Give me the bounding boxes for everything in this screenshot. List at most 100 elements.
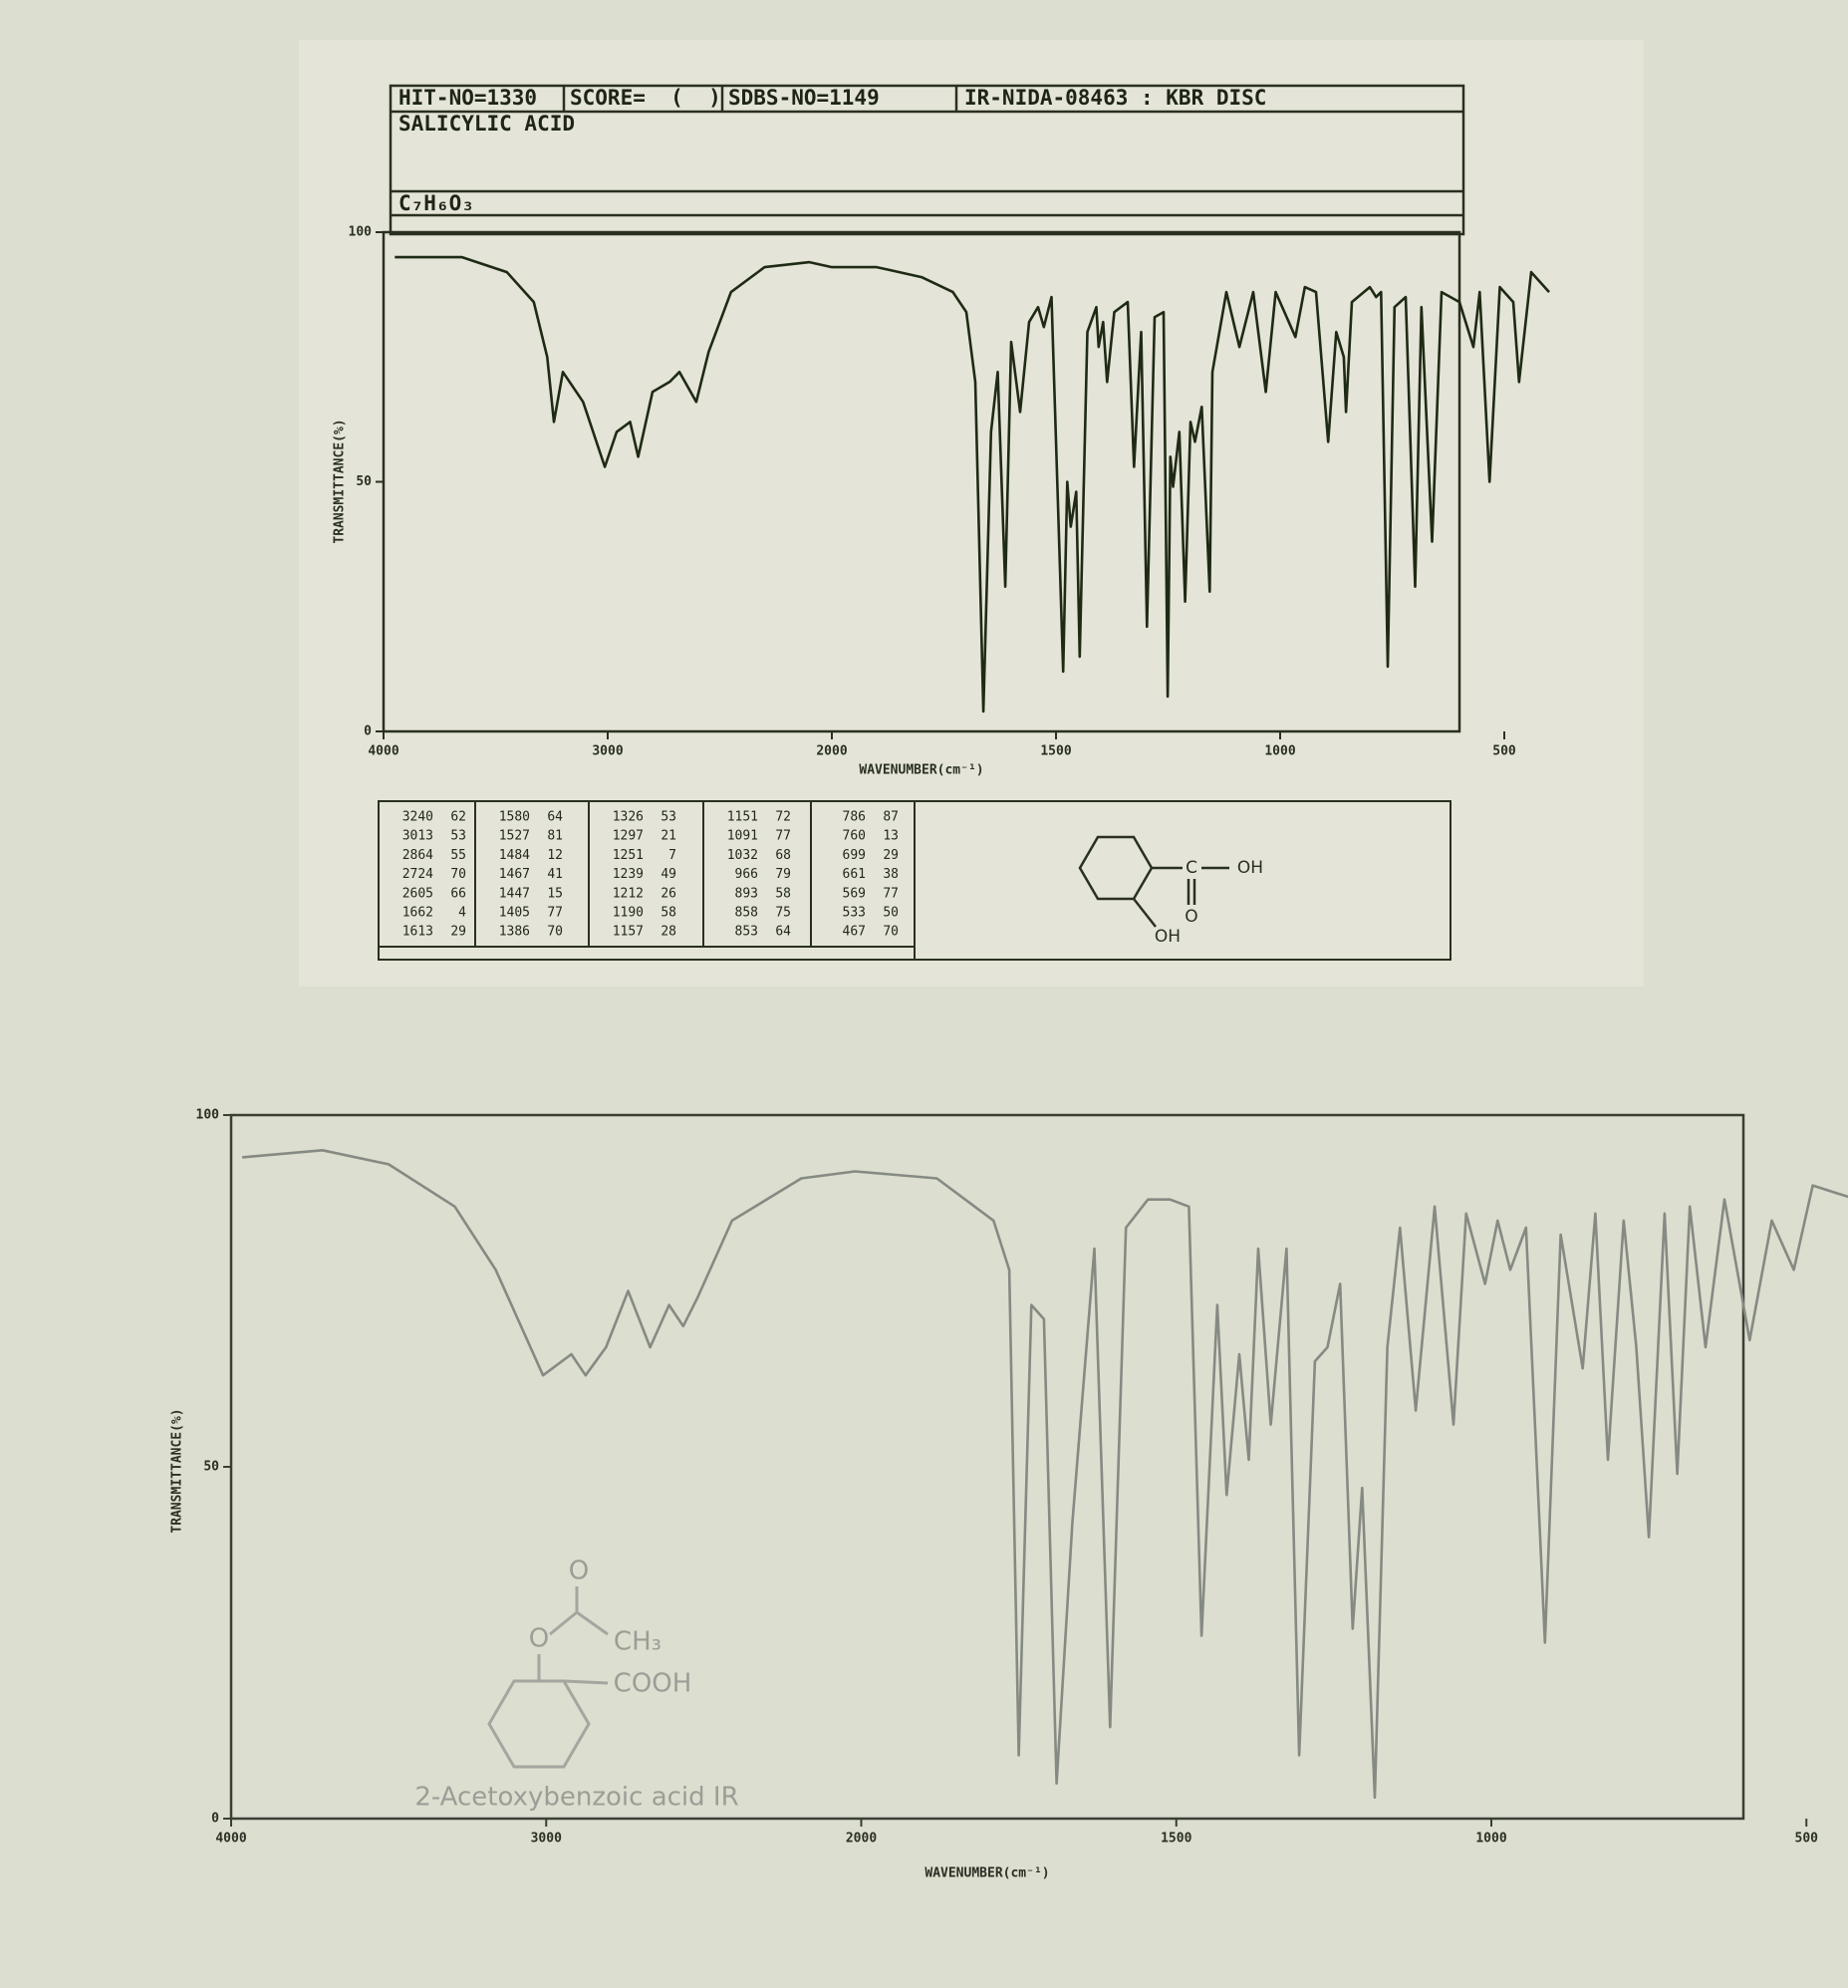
atom-label: C bbox=[1186, 858, 1197, 878]
peak-transmittance: 87 bbox=[883, 810, 899, 825]
peak-wavenumber: 3013 bbox=[402, 829, 433, 844]
spectrum-line bbox=[241, 1149, 1848, 1800]
peak-wavenumber: 1447 bbox=[499, 886, 530, 901]
peak-transmittance: 53 bbox=[660, 810, 676, 825]
peak-wavenumber: 1190 bbox=[613, 906, 644, 921]
peak-transmittance: 62 bbox=[450, 810, 466, 825]
x-tick-label: 4000 bbox=[368, 744, 398, 759]
peak-transmittance: 29 bbox=[450, 925, 466, 940]
peak-wavenumber: 858 bbox=[735, 906, 758, 921]
x-tick-label: 2000 bbox=[846, 1832, 877, 1846]
y-tick-label: 100 bbox=[196, 1108, 220, 1123]
peak-wavenumber: 1405 bbox=[499, 906, 530, 921]
peak-wavenumber: 1157 bbox=[613, 925, 644, 940]
atom-label: CH₃ bbox=[614, 1627, 661, 1657]
formula: C₇H₆O₃ bbox=[398, 191, 474, 215]
x-tick-label: 500 bbox=[1795, 1832, 1819, 1846]
peak-transmittance: 81 bbox=[547, 829, 563, 844]
peak-transmittance: 77 bbox=[883, 886, 899, 901]
peak-wavenumber: 1580 bbox=[499, 810, 530, 825]
peak-transmittance: 38 bbox=[883, 867, 899, 882]
hit-number: HIT-NO=1330 bbox=[398, 86, 537, 110]
peak-transmittance: 58 bbox=[660, 906, 676, 921]
x-tick-label: 500 bbox=[1492, 744, 1516, 759]
y-tick-label: 0 bbox=[364, 724, 372, 739]
peak-wavenumber: 2864 bbox=[402, 848, 433, 863]
atom-label: OH bbox=[1155, 927, 1181, 947]
peak-transmittance: 26 bbox=[660, 886, 676, 901]
atom-label: O bbox=[569, 1557, 589, 1586]
peak-transmittance: 15 bbox=[547, 886, 563, 901]
peak-wavenumber: 1326 bbox=[613, 810, 644, 825]
peak-transmittance: 28 bbox=[660, 925, 676, 940]
y-tick-label: 100 bbox=[349, 225, 373, 240]
peak-transmittance: 55 bbox=[450, 848, 466, 863]
x-tick-label: 4000 bbox=[215, 1832, 246, 1846]
peak-wavenumber: 786 bbox=[843, 810, 866, 825]
peak-wavenumber: 893 bbox=[735, 886, 758, 901]
peak-transmittance: 4 bbox=[458, 906, 466, 921]
peak-transmittance: 77 bbox=[547, 906, 563, 921]
peak-transmittance: 75 bbox=[775, 906, 791, 921]
peak-transmittance: 70 bbox=[450, 867, 466, 882]
peak-transmittance: 21 bbox=[660, 829, 676, 844]
header-box bbox=[389, 84, 1465, 236]
x-tick-label: 1000 bbox=[1264, 744, 1295, 759]
peak-wavenumber: 1527 bbox=[499, 829, 530, 844]
peak-transmittance: 66 bbox=[450, 886, 466, 901]
peak-transmittance: 77 bbox=[775, 829, 791, 844]
peak-wavenumber: 1151 bbox=[727, 810, 758, 825]
peak-wavenumber: 661 bbox=[843, 867, 866, 882]
peak-wavenumber: 3240 bbox=[402, 810, 433, 825]
ring bbox=[487, 1679, 591, 1769]
structure-aspirin bbox=[487, 1586, 609, 1769]
peak-transmittance: 70 bbox=[547, 925, 563, 940]
peak-transmittance: 13 bbox=[883, 829, 899, 844]
peak-transmittance: 72 bbox=[775, 810, 791, 825]
atom-label: OH bbox=[1237, 858, 1263, 878]
sdbs-number: SDBS-NO=1149 bbox=[728, 86, 880, 110]
peak-wavenumber: 1467 bbox=[499, 867, 530, 882]
peak-wavenumber: 1251 bbox=[613, 848, 644, 863]
atom-label: COOH bbox=[614, 1669, 692, 1699]
peak-wavenumber: 760 bbox=[843, 829, 866, 844]
annotation: 2-Acetoxybenzoic acid IR bbox=[414, 1783, 738, 1813]
spectrum-line bbox=[395, 255, 1550, 713]
peak-transmittance: 70 bbox=[883, 925, 899, 940]
y-axis-label: TRANSMITTANCE(%) bbox=[333, 419, 348, 543]
compound-name: SALICYLIC ACID bbox=[398, 112, 575, 136]
x-axis-label: WAVENUMBER(cm⁻¹) bbox=[924, 1866, 1049, 1881]
peak-transmittance: 58 bbox=[775, 886, 791, 901]
peak-transmittance: 29 bbox=[883, 848, 899, 863]
bond bbox=[1133, 898, 1157, 928]
peak-wavenumber: 1091 bbox=[727, 829, 758, 844]
peak-transmittance: 64 bbox=[775, 925, 791, 940]
peak-wavenumber: 1484 bbox=[499, 848, 530, 863]
bond bbox=[576, 1610, 609, 1636]
structure-salicylic-acid bbox=[1078, 835, 1229, 928]
peak-wavenumber: 1386 bbox=[499, 925, 530, 940]
score: SCORE= ( ) bbox=[570, 86, 721, 110]
peak-wavenumber: 533 bbox=[843, 906, 866, 921]
peak-transmittance: 79 bbox=[775, 867, 791, 882]
y-tick-label: 50 bbox=[356, 474, 372, 489]
peak-transmittance: 53 bbox=[450, 829, 466, 844]
peak-transmittance: 64 bbox=[547, 810, 563, 825]
peak-wavenumber: 467 bbox=[843, 925, 866, 940]
atom-label: O bbox=[1185, 907, 1197, 927]
peak-wavenumber: 2724 bbox=[402, 867, 433, 882]
peak-transmittance: 50 bbox=[883, 906, 899, 921]
x-tick-label: 1000 bbox=[1475, 1832, 1506, 1846]
peak-transmittance: 49 bbox=[660, 867, 676, 882]
x-axis-label: WAVENUMBER(cm⁻¹) bbox=[859, 763, 983, 778]
peak-wavenumber: 1032 bbox=[727, 848, 758, 863]
x-tick-label: 3000 bbox=[592, 744, 623, 759]
bond bbox=[549, 1610, 578, 1636]
y-axis-label: TRANSMITTANCE(%) bbox=[170, 1408, 185, 1533]
peak-wavenumber: 1613 bbox=[402, 925, 433, 940]
peak-transmittance: 41 bbox=[547, 867, 563, 882]
peak-wavenumber: 569 bbox=[843, 886, 866, 901]
